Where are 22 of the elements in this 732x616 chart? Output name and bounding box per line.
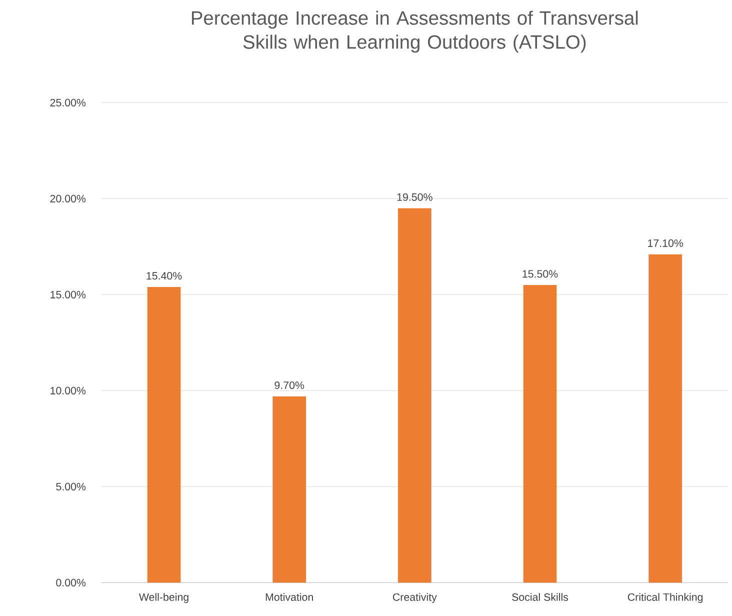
data-label: 15.40%: [146, 272, 182, 280]
data-label: 9.70%: [274, 381, 304, 390]
data-label: 15.50%: [522, 270, 558, 278]
y-tick-label: 15.00%: [50, 290, 86, 298]
bar: [523, 285, 557, 583]
chart-title: Percentage Increase in Assessments of Transversal Skills when Learning Outdoors (ATSLO): [192, 10, 638, 53]
y-tick-label: 10.00%: [50, 386, 86, 394]
y-tick-label: 5.00%: [56, 482, 86, 490]
bar: [648, 254, 682, 583]
x-tick-label: Critical Thinking: [628, 593, 703, 603]
y-tick-label: 0.00%: [56, 578, 86, 586]
x-tick-label: Creativity: [392, 593, 437, 603]
data-label: 17.10%: [648, 239, 684, 247]
x-tick-label: Social Skills: [512, 593, 568, 601]
bar: [147, 286, 181, 583]
y-tick-label: 20.00%: [50, 194, 86, 202]
x-tick-label: Motivation: [266, 593, 313, 601]
bar: [398, 208, 432, 583]
y-tick-label: 25.00%: [50, 98, 86, 106]
x-tick-label: Well-being: [138, 593, 188, 603]
data-label: 19.50%: [397, 193, 432, 201]
bar: [272, 396, 306, 583]
